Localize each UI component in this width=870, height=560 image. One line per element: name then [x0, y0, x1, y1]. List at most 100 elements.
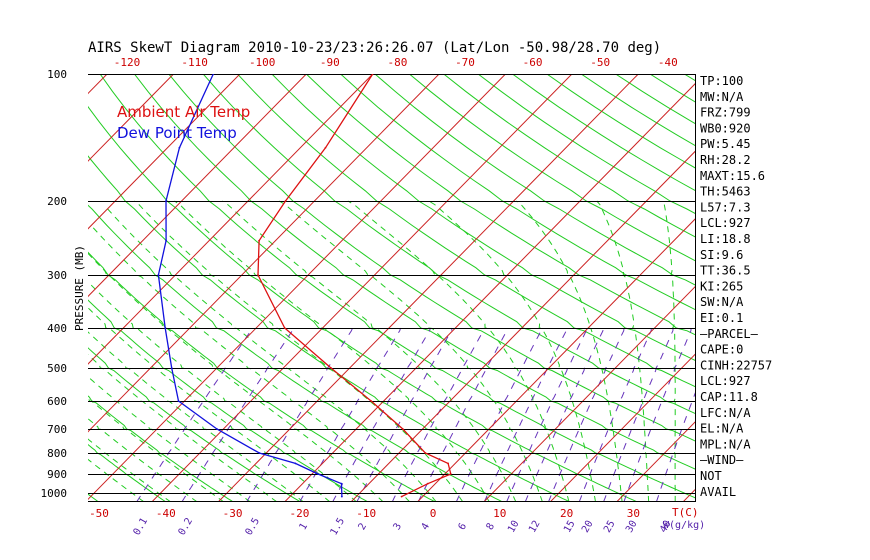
mixing-ratio-line [525, 327, 604, 501]
dew-point-point [177, 400, 180, 402]
pressure-tick-label: 100 [47, 68, 67, 81]
isotherm [742, 74, 870, 510]
air-temperature-point [324, 146, 327, 149]
mixing-ratio-tick-label: 12 [527, 519, 543, 535]
stability-index: LCL:927 [700, 374, 751, 388]
moist-adiabat [88, 252, 383, 501]
dry-adiabat [787, 74, 870, 504]
top-temperature-tick-label: -90 [320, 56, 340, 69]
isotherm [88, 74, 440, 433]
moist-adiabat-lines [88, 200, 676, 501]
bottom-temperature-tick-label: -50 [89, 507, 109, 520]
mixing-ratio-tick-label: 0.5 [244, 516, 263, 537]
legend-dew-point: Dew Point Temp [117, 124, 237, 142]
pressure-tick-label: 900 [47, 468, 67, 481]
stability-index: FRZ:799 [700, 106, 751, 120]
pressure-tick-label: 700 [47, 423, 67, 436]
mixing-ratio-tick-label: 6 [457, 521, 470, 532]
dew-point-point [258, 452, 261, 454]
bottom-temperature-tick-label: -40 [156, 507, 176, 520]
mixing-ratio-tick-label: 20 [580, 519, 596, 535]
dew-point-point [178, 146, 181, 149]
stability-index: AVAIL [700, 485, 736, 499]
pressure-tick-label: 200 [47, 195, 67, 208]
stability-index: EL:N/A [700, 422, 744, 436]
air-temperature-point [284, 200, 287, 202]
air-temperature-point [283, 327, 286, 329]
mixing-ratio-line [603, 327, 674, 501]
pressure-tick-label: 300 [47, 269, 67, 282]
stability-index: TT:36.5 [700, 264, 751, 278]
air-temperature-point [257, 274, 259, 276]
air-temperature-point [400, 495, 403, 498]
isotherm-lines [88, 74, 870, 510]
isotherm [550, 352, 696, 501]
moist-adiabat [90, 225, 410, 501]
top-temperature-tick-label: -50 [590, 56, 610, 69]
moist-adiabat [515, 200, 623, 501]
isotherm [351, 149, 696, 501]
pressure-tick-label: 500 [47, 362, 67, 375]
isotherm [484, 285, 696, 501]
dry-adiabat [477, 74, 696, 215]
stability-index: WB0:920 [700, 121, 751, 135]
stability-index: MAXT:15.6 [700, 169, 765, 183]
top-temperature-tick-label: -100 [249, 56, 276, 69]
chart-title: AIRS SkewT Diagram 2010-10-23/23:26:26.0… [88, 40, 661, 56]
sounding-series [157, 74, 452, 498]
pressure-tick-label: 400 [47, 322, 67, 335]
mixing-ratio-unit-label: W(g/kg) [663, 520, 705, 531]
pressure-tick-label: 800 [47, 447, 67, 460]
mixing-ratio-line [246, 327, 353, 501]
mixing-ratio-tick-label: 15 [562, 519, 578, 535]
stability-index: L57:7.3 [700, 200, 751, 214]
dry-adiabat [0, 74, 33, 504]
top-temperature-tick-label: -120 [114, 56, 141, 69]
moist-adiabat [88, 418, 197, 501]
mixing-ratio-line [656, 389, 696, 501]
mixing-ratio-tick-label: 10 [506, 519, 522, 535]
stability-index: SI:9.6 [700, 248, 743, 262]
mixing-ratio-tick-label: 40 [658, 519, 674, 535]
mixing-ratio-tick-label: 0.2 [177, 516, 196, 537]
dew-point-point [165, 200, 167, 202]
mixing-ratio-ticks: 0.1 0.2 0.5 1 1.5 2 3 4 6 8 10 12 15 20 25 30 40 [132, 516, 674, 537]
mixing-ratio-tick-label: 25 [602, 519, 618, 535]
dew-point-point [216, 428, 218, 430]
moist-adiabat [88, 331, 304, 501]
bottom-temperature-tick-label: -10 [356, 507, 376, 520]
stability-index: SW:N/A [700, 295, 744, 309]
bottom-temperature-ticks: -50 -40 -30 -20 -10 0 10 20 30 [89, 507, 640, 520]
dry-adiabat [202, 74, 696, 415]
dry-adiabat [168, 74, 696, 442]
air-temperature-line [257, 74, 452, 498]
mixing-ratio-tick-label: 4 [420, 521, 433, 532]
dew-point-point [340, 482, 343, 485]
isotherm [88, 74, 241, 230]
dew-point-point [340, 495, 343, 498]
top-temperature-tick-label: -60 [523, 56, 543, 69]
dry-adiabat [856, 74, 870, 504]
y-axis-label: PRESSURE (MB) [73, 245, 86, 331]
stability-index: PW:5.45 [700, 137, 751, 151]
dew-point-line [157, 74, 343, 497]
stability-index: EI:0.1 [700, 311, 743, 325]
stability-index: RH:28.2 [700, 153, 751, 167]
isotherm [417, 217, 696, 501]
moist-adiabat [88, 307, 330, 501]
mixing-ratio-line [623, 327, 692, 501]
bottom-temperature-tick-label: 10 [493, 507, 506, 520]
legend-air-temp: Ambient Air Temp [117, 103, 250, 121]
dry-adiabat [134, 74, 696, 470]
dew-point-point [212, 74, 215, 75]
moist-adiabat [88, 458, 144, 501]
air-temperature-point [424, 452, 427, 454]
mixing-ratio-tick-label: 1 [298, 521, 311, 532]
dew-point-point [170, 367, 173, 369]
dry-adiabat [374, 74, 696, 286]
moist-adiabat [88, 281, 357, 501]
isotherm [284, 82, 696, 501]
bottom-temperature-tick-label: 0 [430, 507, 437, 520]
stability-index: KI:265 [700, 279, 743, 293]
